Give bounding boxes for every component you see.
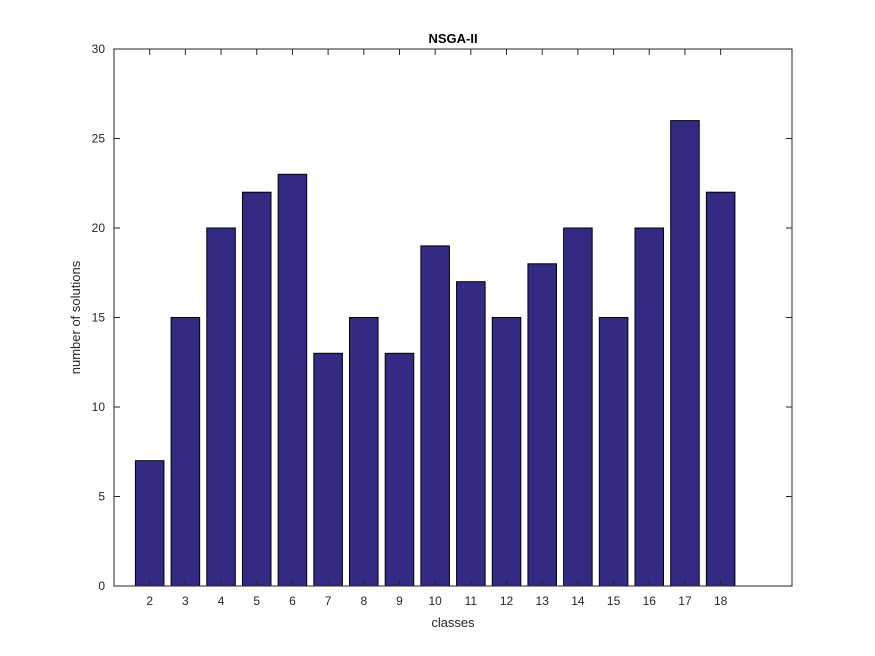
bar-2 <box>134 460 165 587</box>
bar-14 <box>563 227 593 587</box>
bar-6 <box>277 173 308 587</box>
x-tick-label-7: 7 <box>325 594 332 608</box>
x-tick-label-14: 14 <box>571 594 585 608</box>
y-tick-label-25: 25 <box>92 132 106 146</box>
x-tick-label-18: 18 <box>714 594 728 608</box>
x-tick-label-10: 10 <box>428 594 442 608</box>
bars <box>134 120 736 587</box>
y-tick-label-30: 30 <box>92 42 106 56</box>
bar-8 <box>349 317 379 587</box>
y-axis-label: number of solutions <box>68 260 83 374</box>
bar-17 <box>670 120 700 587</box>
x-tick-label-15: 15 <box>607 594 621 608</box>
bar-9 <box>384 352 415 587</box>
bar-18 <box>705 191 736 587</box>
x-tick-label-16: 16 <box>643 594 657 608</box>
y-tick-label-0: 0 <box>98 579 105 593</box>
bar-12 <box>491 317 522 587</box>
x-tick-label-11: 11 <box>465 594 478 608</box>
chart-title: NSGA-II <box>428 31 477 46</box>
x-tick-label-5: 5 <box>253 594 260 608</box>
y-tick-label-10: 10 <box>92 400 106 414</box>
x-tick-label-6: 6 <box>289 594 296 608</box>
bar-13 <box>527 263 557 587</box>
x-tick-label-13: 13 <box>536 594 550 608</box>
x-tick-label-4: 4 <box>218 594 225 608</box>
x-tick-label-9: 9 <box>396 594 403 608</box>
y-tick-label-20: 20 <box>92 221 106 235</box>
bar-10 <box>420 245 450 587</box>
bar-7 <box>313 352 343 587</box>
x-tick-label-8: 8 <box>360 594 367 608</box>
bar-5 <box>241 191 272 587</box>
bar-3 <box>170 317 201 587</box>
bar-11 <box>456 281 486 587</box>
axis-ticks: 2 3 4 5 6 7 8 9 10 11 12 13 14 15 16 17 18 0 5 10 15 20 25 30 <box>92 42 792 608</box>
x-axis-label: classes <box>431 615 475 630</box>
x-tick-label-2: 2 <box>146 594 153 608</box>
x-tick-label-12: 12 <box>500 594 514 608</box>
y-tick-label-5: 5 <box>98 490 105 504</box>
x-tick-label-3: 3 <box>182 594 189 608</box>
y-tick-label-15: 15 <box>92 311 106 325</box>
x-tick-label-17: 17 <box>678 594 692 608</box>
bar-16 <box>634 227 665 587</box>
bar-15 <box>598 317 629 587</box>
bar-4 <box>206 227 236 587</box>
